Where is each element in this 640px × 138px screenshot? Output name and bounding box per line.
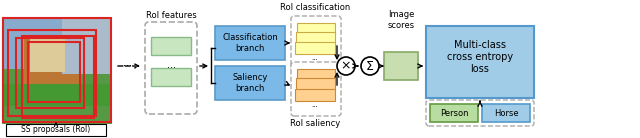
Text: Image
scores: Image scores — [387, 10, 415, 30]
Bar — [215, 26, 285, 60]
Text: Multi-class
cross entropy
loss: Multi-class cross entropy loss — [447, 40, 513, 74]
Circle shape — [361, 57, 379, 75]
Text: ×: × — [340, 59, 351, 72]
FancyBboxPatch shape — [145, 22, 197, 114]
Text: ...: ... — [312, 55, 318, 61]
Bar — [2, 69, 112, 124]
Text: Person: Person — [440, 108, 468, 117]
Bar — [295, 42, 335, 54]
Bar — [297, 23, 335, 35]
Text: RoI features: RoI features — [146, 11, 196, 21]
Bar — [430, 104, 478, 122]
Text: Horse: Horse — [493, 108, 518, 117]
Bar — [296, 32, 335, 44]
Text: Saliency
branch: Saliency branch — [232, 73, 268, 93]
Text: Σ: Σ — [366, 59, 374, 72]
Bar — [30, 37, 65, 72]
Text: RoI classification: RoI classification — [280, 3, 350, 13]
Bar — [2, 84, 112, 106]
FancyBboxPatch shape — [291, 16, 341, 70]
Bar — [296, 78, 335, 90]
Bar — [16, 38, 84, 108]
Bar — [28, 42, 80, 102]
Bar — [384, 52, 418, 80]
Bar — [3, 18, 111, 122]
Text: Classification
branch: Classification branch — [222, 33, 278, 53]
Text: ...: ... — [312, 102, 318, 108]
Bar — [215, 66, 285, 100]
Text: RoI saliency: RoI saliency — [290, 119, 340, 128]
Bar — [8, 30, 96, 116]
Bar — [2, 18, 112, 69]
FancyBboxPatch shape — [291, 62, 341, 116]
Bar — [426, 26, 534, 98]
Text: ...: ... — [166, 60, 175, 70]
Bar — [151, 68, 191, 86]
Bar — [6, 124, 106, 136]
Bar — [24, 36, 82, 96]
Bar — [482, 104, 530, 122]
Bar — [297, 69, 335, 81]
Bar — [295, 89, 335, 101]
Bar — [62, 18, 112, 74]
Text: SS proposals (RoI): SS proposals (RoI) — [21, 125, 91, 135]
FancyBboxPatch shape — [426, 100, 534, 126]
Bar — [22, 36, 94, 118]
Circle shape — [337, 57, 355, 75]
Bar — [151, 37, 191, 55]
Text: ...: ... — [124, 58, 132, 68]
